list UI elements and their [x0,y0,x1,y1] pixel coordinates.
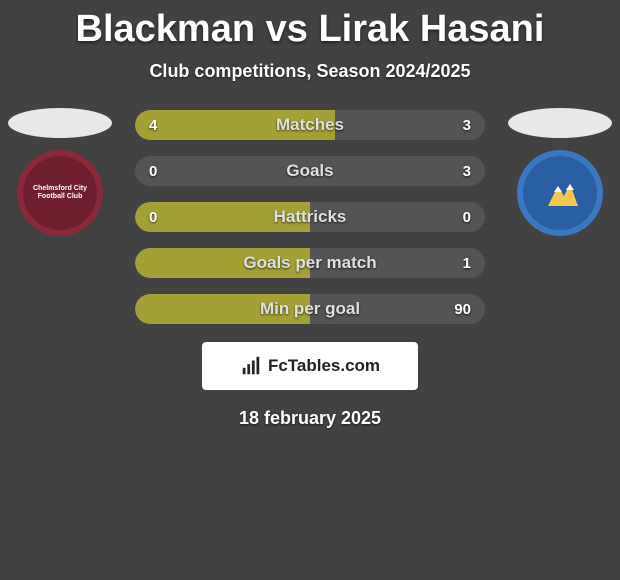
stat-value-right: 90 [454,301,471,318]
stat-label: Min per goal [135,299,485,319]
stat-value-left: 4 [149,117,157,134]
page-title: Blackman vs Lirak Hasani [0,0,620,51]
stat-bar: Hattricks0 0 [135,202,485,232]
player-left-photo [8,108,112,138]
stat-bar: Goals per match1 [135,248,485,278]
attribution-badge: FcTables.com [202,342,418,390]
club-crest-left: Chelmsford City Football Club [17,150,103,236]
player-left-slot: Chelmsford City Football Club [5,108,115,236]
stat-label: Hattricks [135,207,485,227]
stat-value-right: 3 [463,163,471,180]
stat-value-right: 3 [463,117,471,134]
stat-label: Goals per match [135,253,485,273]
stat-value-left: 0 [149,209,157,226]
stat-bar: Min per goal90 [135,294,485,324]
stat-label: Matches [135,115,485,135]
stat-bars: Matches43Goals03Hattricks00Goals per mat… [135,110,485,324]
club-crest-right [517,150,603,236]
stat-value-left: 0 [149,163,157,180]
stat-bar: Goals0 3 [135,156,485,186]
attribution-text: FcTables.com [268,356,380,376]
infographic-date: 18 february 2025 [0,408,620,429]
stat-value-right: 0 [463,209,471,226]
mountain-icon [540,178,580,208]
stat-label: Goals [135,161,485,181]
chart-icon [240,355,262,377]
stat-value-right: 1 [463,255,471,272]
page-subtitle: Club competitions, Season 2024/2025 [0,61,620,82]
player-right-photo [508,108,612,138]
stat-bar: Matches4 3 [135,110,485,140]
club-crest-left-text: Chelmsford City Football Club [23,185,97,200]
comparison-panel: Chelmsford City Football Club Matches43G… [0,110,620,429]
player-right-slot [505,108,615,236]
